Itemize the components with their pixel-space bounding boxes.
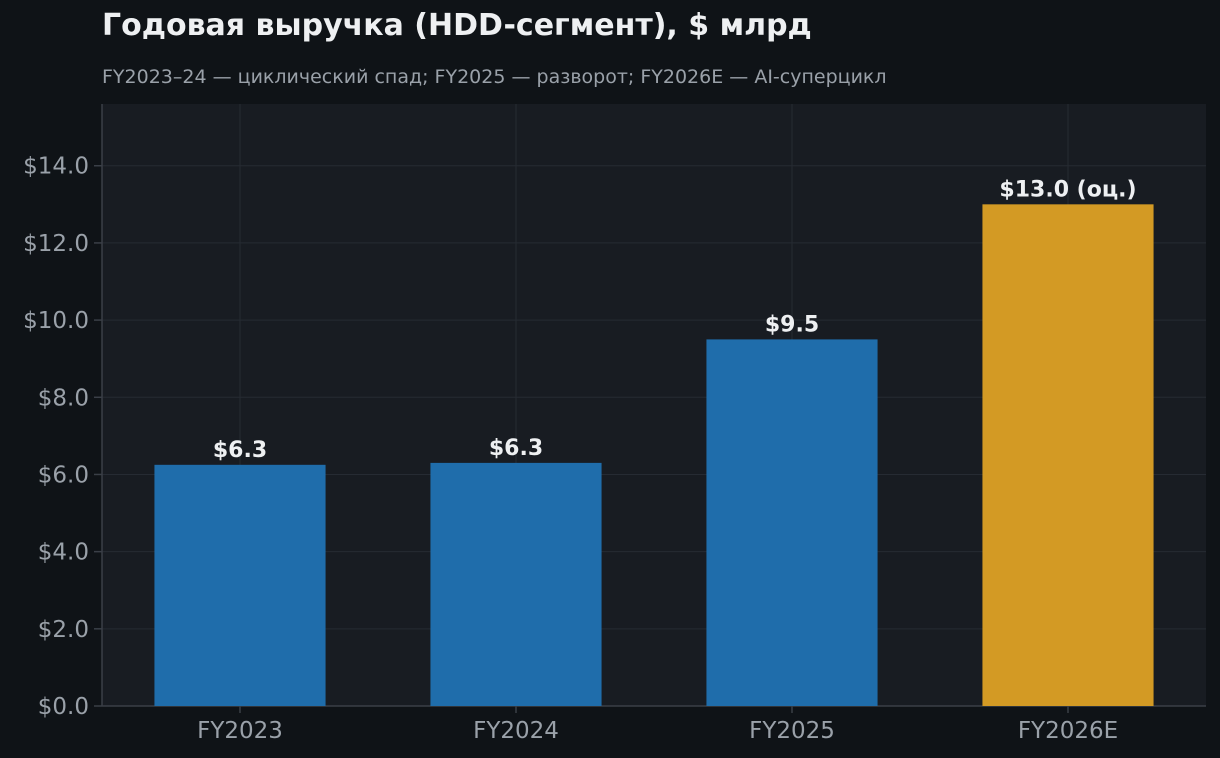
y-tick-label: $4.0 [38, 540, 89, 566]
bar-fy2024 [430, 462, 602, 706]
x-tick-label: FY2026E [1018, 718, 1118, 744]
x-tick-label: FY2024 [473, 718, 559, 744]
y-tick-label: $6.0 [38, 462, 89, 488]
y-tick-label: $12.0 [23, 231, 89, 257]
bar-fy2025 [706, 339, 878, 706]
x-tick-label: FY2025 [749, 718, 835, 744]
data-label: $13.0 (оц.) [999, 177, 1136, 202]
y-tick-label: $8.0 [38, 385, 89, 411]
y-tick-label: $14.0 [23, 154, 89, 180]
bar-fy2023 [154, 464, 326, 706]
y-tick-label: $0.0 [38, 694, 89, 720]
x-tick-label: FY2023 [197, 718, 283, 744]
data-label: $6.3 [489, 436, 543, 461]
data-label: $6.3 [213, 438, 267, 463]
data-label: $9.5 [765, 312, 819, 337]
y-tick-label: $2.0 [38, 617, 89, 643]
chart-subtitle: FY2023–24 — циклический спад; FY2025 — р… [102, 66, 887, 88]
chart-title: Годовая выручка (HDD-сегмент), $ млрд [102, 8, 812, 43]
bar-fy2026e [982, 204, 1154, 707]
y-tick-label: $10.0 [23, 308, 89, 334]
